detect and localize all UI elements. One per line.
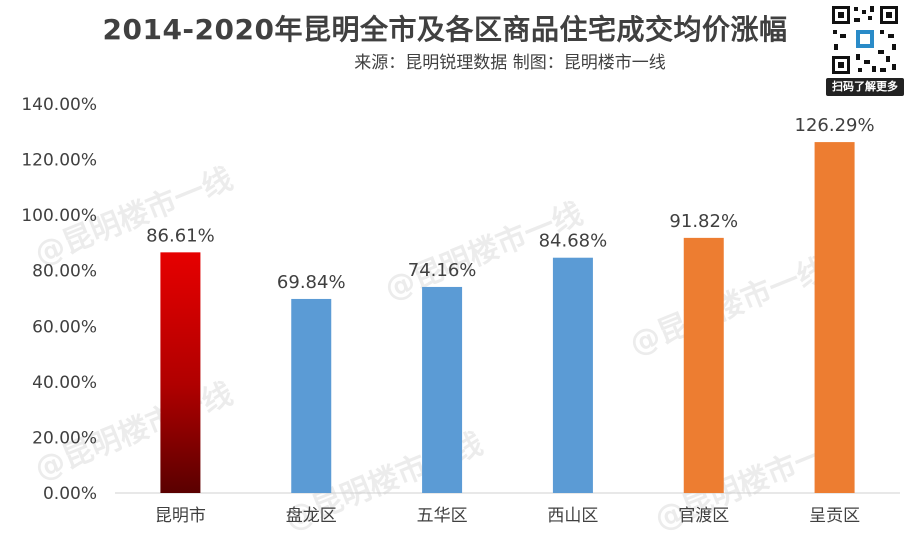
bar xyxy=(552,257,593,493)
y-tick-label: 100.00% xyxy=(21,206,97,226)
y-tick-label: 20.00% xyxy=(32,428,97,448)
qr-code-icon xyxy=(830,4,900,76)
y-tick-label: 140.00% xyxy=(21,95,97,115)
y-tick-label: 80.00% xyxy=(32,262,97,282)
data-label: 74.16% xyxy=(408,260,477,281)
y-tick-label: 120.00% xyxy=(21,151,97,171)
bar xyxy=(814,142,855,493)
chart-title: 2014-2020年昆明全市及各区商品住宅成交均价涨幅 xyxy=(102,13,788,46)
qr-caption: 扫码了解更多 xyxy=(826,78,904,96)
bar xyxy=(160,252,201,493)
data-label: 126.29% xyxy=(795,115,875,136)
x-tick-label: 盘龙区 xyxy=(286,506,337,526)
x-tick-label: 呈贡区 xyxy=(809,506,860,526)
data-label: 84.68% xyxy=(539,231,608,252)
data-label: 91.82% xyxy=(669,211,738,232)
x-tick-label: 官渡区 xyxy=(678,506,729,526)
bar xyxy=(291,298,332,493)
bar xyxy=(683,237,724,493)
x-tick-label: 昆明市 xyxy=(155,506,206,526)
bar xyxy=(422,286,463,493)
y-tick-label: 0.00% xyxy=(43,484,97,504)
y-tick-label: 60.00% xyxy=(32,317,97,337)
chart-subtitle: 来源：昆明锐理数据 制图：昆明楼市一线 xyxy=(354,53,666,73)
x-tick-label: 五华区 xyxy=(417,506,468,526)
y-tick-label: 40.00% xyxy=(32,373,97,393)
data-label: 69.84% xyxy=(277,272,346,293)
watermark-text: @昆明楼市一线 xyxy=(625,251,833,362)
data-label: 86.61% xyxy=(146,225,215,246)
x-tick-label: 西山区 xyxy=(547,506,598,526)
